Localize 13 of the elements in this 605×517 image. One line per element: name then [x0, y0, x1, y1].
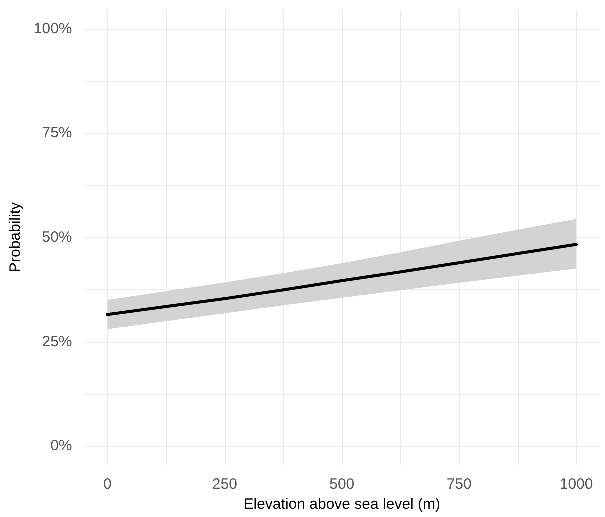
y-tick-label: 50% — [42, 229, 72, 246]
y-axis-title: Probability — [7, 202, 24, 273]
x-tick-label: 0 — [104, 476, 112, 493]
y-tick-label: 100% — [34, 20, 72, 38]
y-tick-label: 75% — [42, 124, 72, 142]
x-tick-label: 1000 — [560, 476, 594, 493]
x-tick-label: 500 — [330, 476, 355, 493]
y-tick-label: 25% — [42, 333, 72, 350]
x-tick-label: 750 — [446, 476, 472, 493]
line-series — [106, 243, 578, 316]
x-axis-title: Elevation above sea level (m) — [244, 496, 441, 513]
y-tick-label: 0% — [50, 438, 72, 455]
x-tick-label: 250 — [212, 476, 238, 493]
